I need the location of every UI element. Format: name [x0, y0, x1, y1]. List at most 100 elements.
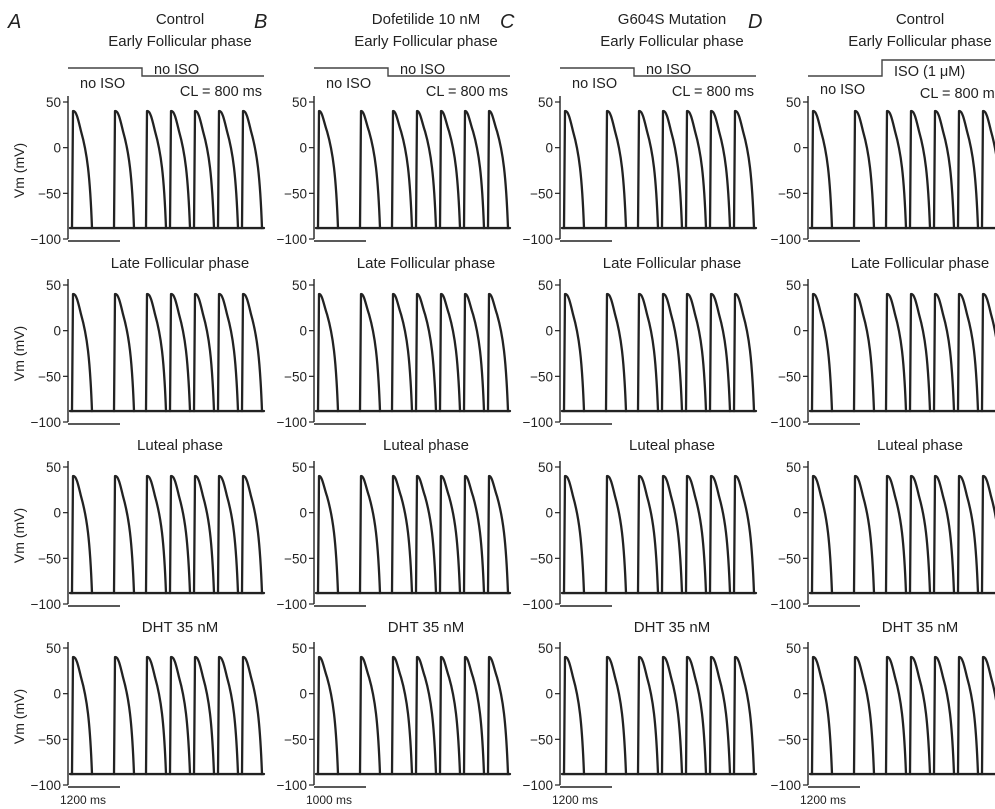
- y-tick-label: 50: [538, 278, 553, 293]
- cycle-length-label: CL = 800 ms: [180, 84, 262, 100]
- column-subtitle: Early Follicular phase: [354, 33, 497, 50]
- column-title: Control: [156, 11, 204, 28]
- action-potential: [316, 292, 340, 413]
- action-potential: [562, 655, 586, 776]
- row-title: Luteal phase: [383, 437, 469, 454]
- action-potential: [144, 474, 168, 595]
- panel-a: A Control Early Follicular phase no ISO no I…: [7, 11, 266, 807]
- y-tick-label: −100: [277, 415, 307, 430]
- action-potential: [956, 474, 980, 595]
- y-tick-label: −100: [523, 415, 553, 430]
- action-potential: [316, 109, 340, 230]
- action-potential: [660, 109, 684, 230]
- y-tick-label: −100: [523, 597, 553, 612]
- action-potential: [414, 109, 438, 230]
- action-potential: [144, 292, 168, 413]
- action-potential: [684, 109, 708, 230]
- action-potential: [112, 474, 136, 595]
- row-title: Luteal phase: [629, 437, 715, 454]
- action-potential: [462, 655, 486, 776]
- action-potential: [192, 292, 216, 413]
- row-title: Late Follicular phase: [111, 255, 249, 272]
- action-potential: [486, 109, 510, 230]
- column-title: Dofetilide 10 nM: [372, 11, 480, 28]
- trace-row: 50 0 −50 −100 Vm (mV): [11, 95, 266, 247]
- y-tick-label: 0: [545, 324, 553, 339]
- action-potential: [810, 655, 834, 776]
- protocol-before-label: no ISO: [326, 76, 371, 92]
- y-tick-label: −50: [530, 551, 553, 566]
- action-potential: [390, 655, 414, 776]
- y-tick-label: −100: [277, 778, 307, 793]
- y-tick-label: 50: [786, 641, 801, 656]
- action-potential: [932, 474, 956, 595]
- y-tick-label: 0: [299, 324, 307, 339]
- action-potential: [70, 474, 94, 595]
- action-potential: [144, 655, 168, 776]
- action-potential: [908, 655, 932, 776]
- row-title: Luteal phase: [877, 437, 963, 454]
- y-tick-label: −50: [284, 732, 307, 747]
- trace-row: Late Follicular phase 50 0 −50 −100: [771, 255, 995, 430]
- protocol-after-label: no ISO: [646, 62, 691, 78]
- action-potential: [144, 109, 168, 230]
- y-tick-label: −50: [284, 551, 307, 566]
- cycle-length-label: CL = 800 ms: [426, 84, 508, 100]
- y-tick-label: 0: [545, 141, 553, 156]
- y-axis-label: Vm (mV): [11, 143, 27, 198]
- row-title: Late Follicular phase: [851, 255, 989, 272]
- row-title: DHT 35 nM: [634, 619, 710, 636]
- y-tick-label: 0: [53, 324, 61, 339]
- action-potential: [112, 109, 136, 230]
- action-potential: [684, 655, 708, 776]
- trace-row: Luteal phase 50 0 −50 −100: [277, 437, 512, 612]
- action-potential: [70, 292, 94, 413]
- row-title: DHT 35 nM: [882, 619, 958, 636]
- protocol-line: [560, 67, 756, 77]
- panel-c: C G604S Mutation Early Follicular phase no …: [500, 11, 758, 807]
- y-tick-label: −50: [778, 732, 801, 747]
- y-tick-label: −50: [778, 551, 801, 566]
- y-tick-label: 50: [46, 278, 61, 293]
- action-potential: [462, 292, 486, 413]
- panel-letter: D: [748, 11, 762, 33]
- protocol-after-label: ISO (1 μM): [894, 64, 965, 80]
- action-potential: [732, 655, 756, 776]
- action-potential: [980, 474, 995, 595]
- action-potential: [70, 655, 94, 776]
- y-tick-label: 0: [299, 141, 307, 156]
- y-tick-label: −100: [31, 778, 61, 793]
- protocol-line: [314, 67, 510, 77]
- action-potential: [316, 655, 340, 776]
- y-axis-label: Vm (mV): [11, 689, 27, 744]
- action-potential: [708, 655, 732, 776]
- action-potential: [852, 109, 876, 230]
- action-potential: [486, 474, 510, 595]
- y-tick-label: 0: [793, 324, 801, 339]
- y-tick-label: −50: [38, 186, 61, 201]
- trace-row: Late Follicular phase 50 0 −50 −100 Vm (mV): [11, 255, 266, 430]
- action-potential: [732, 292, 756, 413]
- y-tick-label: −50: [530, 186, 553, 201]
- y-tick-label: 50: [538, 95, 553, 110]
- y-tick-label: 50: [292, 641, 307, 656]
- trace-row: 50 0 −50 −100: [277, 95, 512, 247]
- action-potential: [216, 109, 240, 230]
- action-potential: [562, 474, 586, 595]
- y-tick-label: −100: [31, 232, 61, 247]
- cycle-length-label: CL = 800 ms: [920, 86, 995, 102]
- column-title: Control: [896, 11, 944, 28]
- y-tick-label: −100: [771, 232, 801, 247]
- y-tick-label: −100: [523, 232, 553, 247]
- trace-row: DHT 35 nM 50 0 −50 −100 Vm (mV): [11, 619, 266, 793]
- y-tick-label: 50: [786, 460, 801, 475]
- action-potential: [908, 474, 932, 595]
- action-potential: [438, 655, 462, 776]
- action-potential: [660, 292, 684, 413]
- action-potential: [462, 109, 486, 230]
- y-tick-label: −100: [277, 597, 307, 612]
- action-potential: [852, 292, 876, 413]
- action-potential: [438, 109, 462, 230]
- panel-letter: B: [254, 11, 267, 33]
- action-potential: [884, 474, 908, 595]
